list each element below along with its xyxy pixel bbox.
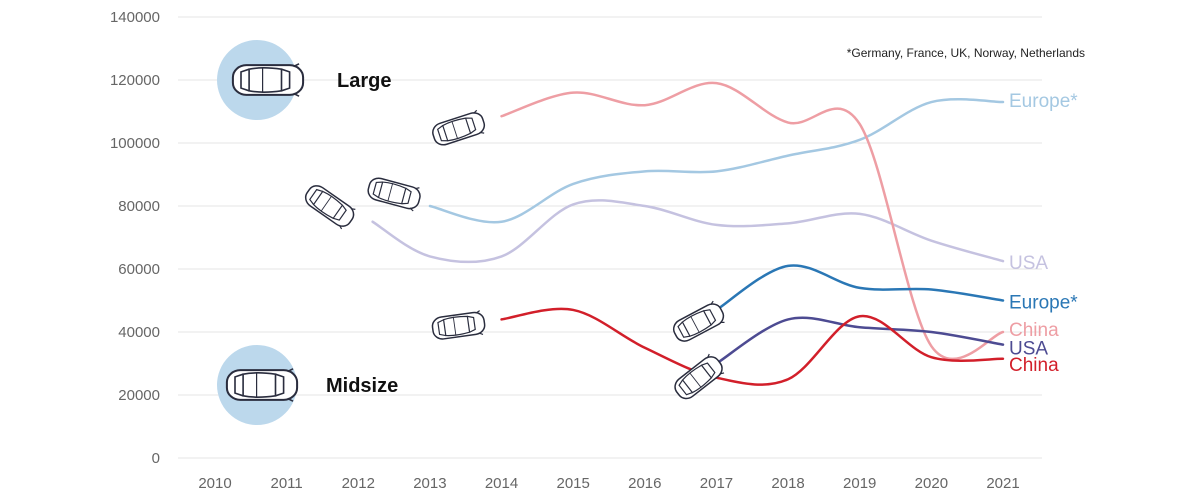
- car-top-icon: [669, 298, 728, 347]
- series-line-large-usa: [371, 199, 1005, 264]
- series-line-midsize-usa: [715, 316, 1005, 365]
- car-top-icon: [429, 108, 488, 150]
- series-lines: [371, 81, 1005, 386]
- y-tick-label: 0: [152, 450, 160, 467]
- car-top-icon: [225, 367, 299, 403]
- series-line-midsize-china: [500, 307, 1005, 386]
- x-axis-ticks: 2010 2011 2012 2013 2014 2015 2016 2017 2018 2019…: [198, 475, 1019, 492]
- series-label-midsize-usa: USA: [1009, 339, 1048, 360]
- grid-lines: [178, 16, 1042, 459]
- x-tick-label: 2014: [485, 475, 518, 492]
- car-top-icon: [300, 180, 359, 232]
- x-tick-label: 2012: [342, 475, 375, 492]
- segment-legend-midsize: Midsize: [217, 345, 398, 425]
- series-label-midsize-europe: Europe*: [1009, 293, 1078, 314]
- series-label-large-china: China: [1009, 320, 1059, 341]
- x-tick-label: 2019: [843, 475, 876, 492]
- x-tick-label: 2011: [271, 475, 303, 492]
- series-label-large-usa: USA: [1009, 253, 1048, 274]
- car-top-icon: [231, 62, 305, 98]
- y-tick-label: 100000: [110, 135, 160, 152]
- car-markers: [300, 108, 728, 404]
- footnote: *Germany, France, UK, Norway, Netherland…: [847, 46, 1085, 60]
- series-line-large-europe: [428, 98, 1005, 224]
- y-tick-label: 60000: [118, 261, 160, 278]
- series-label-large-europe: Europe*: [1009, 91, 1078, 112]
- series-line-midsize-europe: [715, 264, 1005, 312]
- x-tick-label: 2021: [986, 475, 1019, 492]
- y-tick-label: 80000: [118, 198, 160, 215]
- x-tick-label: 2013: [413, 475, 446, 492]
- y-tick-label: 40000: [118, 324, 160, 341]
- car-top-icon: [430, 309, 487, 342]
- series-line-large-china: [500, 81, 1005, 361]
- y-tick-label: 120000: [110, 72, 160, 89]
- y-axis-ticks: 0 20000 40000 60000 80000 100000 120000 140000: [110, 9, 160, 467]
- x-tick-label: 2018: [771, 475, 804, 492]
- x-tick-label: 2020: [915, 475, 948, 492]
- segment-label-midsize: Midsize: [326, 375, 398, 397]
- segment-label-large: Large: [337, 70, 391, 92]
- x-tick-label: 2015: [556, 475, 589, 492]
- x-tick-label: 2017: [700, 475, 733, 492]
- y-tick-label: 20000: [118, 387, 160, 404]
- x-tick-label: 2016: [628, 475, 661, 492]
- segment-legend-large: Large: [217, 40, 391, 120]
- y-tick-label: 140000: [110, 9, 160, 26]
- x-tick-label: 2010: [198, 475, 231, 492]
- series-label-midsize-china: China: [1009, 355, 1059, 376]
